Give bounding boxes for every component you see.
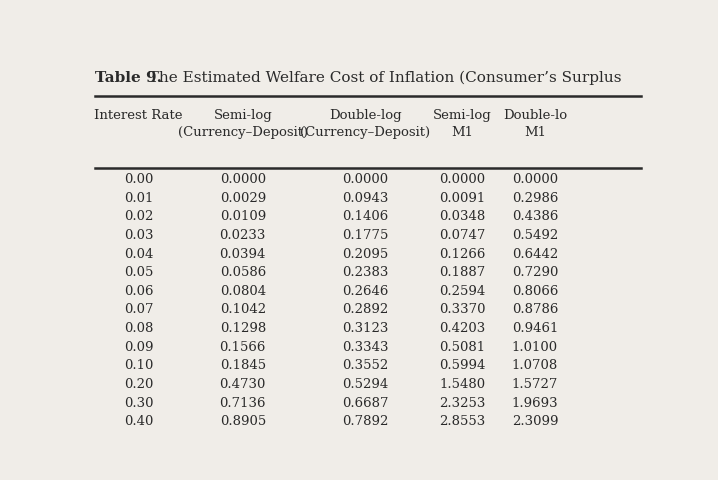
Text: 0.04: 0.04 bbox=[123, 248, 153, 261]
Text: 0.2594: 0.2594 bbox=[439, 285, 485, 298]
Text: 0.0747: 0.0747 bbox=[439, 229, 486, 242]
Text: 0.0804: 0.0804 bbox=[220, 285, 266, 298]
Text: 0.4386: 0.4386 bbox=[512, 210, 558, 223]
Text: 0.5081: 0.5081 bbox=[439, 341, 485, 354]
Text: 0.2383: 0.2383 bbox=[342, 266, 388, 279]
Text: 2.3253: 2.3253 bbox=[439, 396, 486, 409]
Text: 0.0000: 0.0000 bbox=[220, 173, 266, 186]
Text: 1.5480: 1.5480 bbox=[439, 378, 485, 391]
Text: 0.6442: 0.6442 bbox=[512, 248, 558, 261]
Text: 0.4203: 0.4203 bbox=[439, 322, 485, 335]
Text: Double-log
(Currency–Deposit): Double-log (Currency–Deposit) bbox=[300, 109, 430, 139]
Text: 0.2986: 0.2986 bbox=[512, 192, 558, 204]
Text: 0.0394: 0.0394 bbox=[220, 248, 266, 261]
Text: Semi-log
M1: Semi-log M1 bbox=[433, 109, 492, 139]
Text: 0.1266: 0.1266 bbox=[439, 248, 486, 261]
Text: 0.1566: 0.1566 bbox=[220, 341, 266, 354]
Text: 1.0708: 1.0708 bbox=[512, 360, 558, 372]
Text: 0.1406: 0.1406 bbox=[342, 210, 388, 223]
Text: 0.0000: 0.0000 bbox=[512, 173, 558, 186]
Text: 0.1298: 0.1298 bbox=[220, 322, 266, 335]
Text: 0.1775: 0.1775 bbox=[342, 229, 388, 242]
Text: 0.0348: 0.0348 bbox=[439, 210, 485, 223]
Text: 0.40: 0.40 bbox=[123, 415, 153, 428]
Text: 0.3370: 0.3370 bbox=[439, 303, 486, 316]
Text: 0.8066: 0.8066 bbox=[512, 285, 558, 298]
Text: 0.7290: 0.7290 bbox=[512, 266, 558, 279]
Text: 0.2646: 0.2646 bbox=[342, 285, 388, 298]
Text: Double-lo
M1: Double-lo M1 bbox=[503, 109, 567, 139]
Text: 0.9461: 0.9461 bbox=[512, 322, 558, 335]
Text: 0.7136: 0.7136 bbox=[220, 396, 266, 409]
Text: 0.0091: 0.0091 bbox=[439, 192, 485, 204]
Text: 0.20: 0.20 bbox=[123, 378, 153, 391]
Text: 0.08: 0.08 bbox=[123, 322, 153, 335]
Text: 0.0000: 0.0000 bbox=[342, 173, 388, 186]
Text: 0.0586: 0.0586 bbox=[220, 266, 266, 279]
Text: 0.3343: 0.3343 bbox=[342, 341, 388, 354]
Text: 0.5994: 0.5994 bbox=[439, 360, 486, 372]
Text: 0.0233: 0.0233 bbox=[220, 229, 266, 242]
Text: 0.4730: 0.4730 bbox=[220, 378, 266, 391]
Text: 0.06: 0.06 bbox=[123, 285, 153, 298]
Text: 0.2892: 0.2892 bbox=[342, 303, 388, 316]
Text: 0.0109: 0.0109 bbox=[220, 210, 266, 223]
Text: The Estimated Welfare Cost of Inflation (Consumer’s Surplus: The Estimated Welfare Cost of Inflation … bbox=[139, 71, 621, 85]
Text: 0.00: 0.00 bbox=[123, 173, 153, 186]
Text: 0.0000: 0.0000 bbox=[439, 173, 485, 186]
Text: 0.01: 0.01 bbox=[123, 192, 153, 204]
Text: 0.8786: 0.8786 bbox=[512, 303, 558, 316]
Text: 1.0100: 1.0100 bbox=[512, 341, 558, 354]
Text: 0.05: 0.05 bbox=[123, 266, 153, 279]
Text: Table 9.: Table 9. bbox=[95, 71, 162, 84]
Text: 0.10: 0.10 bbox=[123, 360, 153, 372]
Text: 0.02: 0.02 bbox=[123, 210, 153, 223]
Text: Interest Rate: Interest Rate bbox=[94, 109, 182, 122]
Text: 1.5727: 1.5727 bbox=[512, 378, 558, 391]
Text: 0.5492: 0.5492 bbox=[512, 229, 558, 242]
Text: 0.0029: 0.0029 bbox=[220, 192, 266, 204]
Text: 2.3099: 2.3099 bbox=[512, 415, 558, 428]
Text: 0.6687: 0.6687 bbox=[342, 396, 388, 409]
Text: 0.0943: 0.0943 bbox=[342, 192, 388, 204]
Text: Semi-log
(Currency–Deposit): Semi-log (Currency–Deposit) bbox=[178, 109, 308, 139]
Text: 0.03: 0.03 bbox=[123, 229, 153, 242]
Text: 0.1887: 0.1887 bbox=[439, 266, 485, 279]
Text: 2.8553: 2.8553 bbox=[439, 415, 485, 428]
Text: 0.1042: 0.1042 bbox=[220, 303, 266, 316]
Text: 0.8905: 0.8905 bbox=[220, 415, 266, 428]
Text: 1.9693: 1.9693 bbox=[512, 396, 558, 409]
Text: 0.2095: 0.2095 bbox=[342, 248, 388, 261]
Text: 0.07: 0.07 bbox=[123, 303, 153, 316]
Text: 0.5294: 0.5294 bbox=[342, 378, 388, 391]
Text: 0.7892: 0.7892 bbox=[342, 415, 388, 428]
Text: 0.30: 0.30 bbox=[123, 396, 153, 409]
Text: 0.3123: 0.3123 bbox=[342, 322, 388, 335]
Text: 0.09: 0.09 bbox=[123, 341, 153, 354]
Text: 0.1845: 0.1845 bbox=[220, 360, 266, 372]
Text: 0.3552: 0.3552 bbox=[342, 360, 388, 372]
